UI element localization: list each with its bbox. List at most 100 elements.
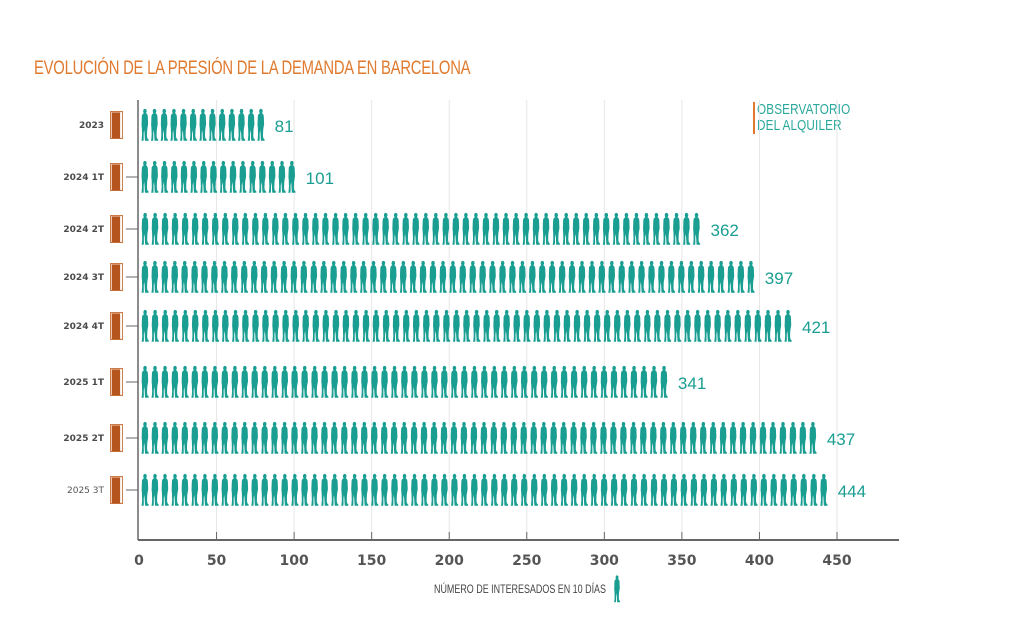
person-icon xyxy=(600,473,608,506)
person-icon xyxy=(480,421,488,454)
person-icon xyxy=(272,309,280,342)
person-icon xyxy=(310,421,319,454)
person-icon xyxy=(663,309,672,342)
person-icon xyxy=(252,309,260,342)
person-icon xyxy=(351,365,359,398)
x-axis-label: NÚMERO DE INTERESADOS EN 10 DÍAS xyxy=(434,581,606,596)
person-icon xyxy=(672,212,681,245)
brand-line-1: OBSERVATORIO xyxy=(757,101,851,118)
person-icon xyxy=(381,473,389,506)
person-icon xyxy=(790,473,798,506)
person-icon xyxy=(151,421,159,454)
chart-title: EVOLUCIÓN DE LA PRESIÓN DE LA DEMANDA EN… xyxy=(34,58,471,79)
open-door-icon xyxy=(110,424,123,452)
person-icon xyxy=(690,473,698,506)
person-icon xyxy=(170,160,179,193)
person-icon xyxy=(271,421,279,454)
person-icon xyxy=(588,260,596,293)
person-icon xyxy=(490,473,499,506)
category-label: 2024 3T xyxy=(63,273,104,283)
person-icon xyxy=(258,160,267,193)
person-icon xyxy=(301,212,310,245)
person-icon xyxy=(750,473,758,506)
person-icon xyxy=(667,260,676,293)
person-icon xyxy=(429,260,437,293)
person-icon xyxy=(642,212,651,245)
person-icon xyxy=(402,309,411,342)
person-icon xyxy=(489,260,497,293)
person-icon xyxy=(744,309,752,342)
person-icon xyxy=(311,473,319,506)
person-icon xyxy=(399,260,408,293)
person-icon xyxy=(389,260,398,293)
person-icon xyxy=(380,421,389,454)
person-icon xyxy=(320,421,329,454)
person-icon xyxy=(220,260,229,293)
person-icon xyxy=(737,260,745,293)
person-icon xyxy=(211,365,219,398)
person-icon xyxy=(291,473,299,506)
person-icon xyxy=(211,309,220,342)
person-icon xyxy=(799,421,807,454)
category-label: 2023 xyxy=(79,121,104,131)
person-icon xyxy=(210,260,219,293)
person-icon xyxy=(231,365,239,398)
person-icon xyxy=(381,365,389,398)
person-icon xyxy=(241,473,249,506)
person-icon xyxy=(211,212,220,245)
person-icon xyxy=(231,473,239,506)
person-icon xyxy=(221,421,229,454)
person-icon xyxy=(500,421,508,454)
person-icon xyxy=(479,260,487,293)
person-icon xyxy=(422,309,431,342)
person-icon xyxy=(141,309,149,342)
person-icon xyxy=(189,108,197,141)
brand-logo: OBSERVATORIO DEL ALQUILER xyxy=(753,102,877,134)
person-icon xyxy=(622,212,631,245)
person-icon xyxy=(410,421,418,454)
person-icon xyxy=(291,421,299,454)
person-icon xyxy=(359,260,368,293)
person-icon xyxy=(552,212,560,245)
person-icon xyxy=(291,365,299,398)
person-icon xyxy=(310,260,318,293)
person-icon xyxy=(151,473,159,506)
person-icon xyxy=(480,365,489,398)
person-icon xyxy=(290,260,298,293)
person-icon xyxy=(400,421,408,454)
person-icon xyxy=(221,473,229,506)
person-icon xyxy=(201,365,209,398)
person-icon xyxy=(170,108,178,141)
person-icon xyxy=(590,421,598,454)
bar xyxy=(141,421,817,454)
x-tick-label: 100 xyxy=(279,553,308,569)
person-icon xyxy=(382,309,390,342)
person-icon xyxy=(311,212,320,245)
person-icon xyxy=(181,260,189,293)
person-icon xyxy=(409,260,417,293)
person-icon xyxy=(540,473,549,506)
person-icon xyxy=(463,309,471,342)
person-icon xyxy=(619,421,628,454)
person-icon xyxy=(699,421,708,454)
person-icon xyxy=(341,365,349,398)
person-icon xyxy=(568,260,576,293)
person-icon xyxy=(151,212,159,245)
person-icon xyxy=(659,421,668,454)
bar xyxy=(141,260,755,293)
person-icon xyxy=(550,365,558,398)
person-icon xyxy=(522,212,530,245)
bar xyxy=(141,309,792,342)
person-icon xyxy=(268,160,276,193)
person-icon xyxy=(171,260,179,293)
person-icon xyxy=(470,421,478,454)
person-icon xyxy=(300,421,309,454)
person-icon xyxy=(820,473,828,506)
person-icon xyxy=(692,212,701,245)
person-icon xyxy=(697,260,705,293)
person-icon xyxy=(533,309,541,342)
person-icon xyxy=(201,421,209,454)
person-icon xyxy=(480,473,489,506)
person-icon xyxy=(241,309,250,342)
